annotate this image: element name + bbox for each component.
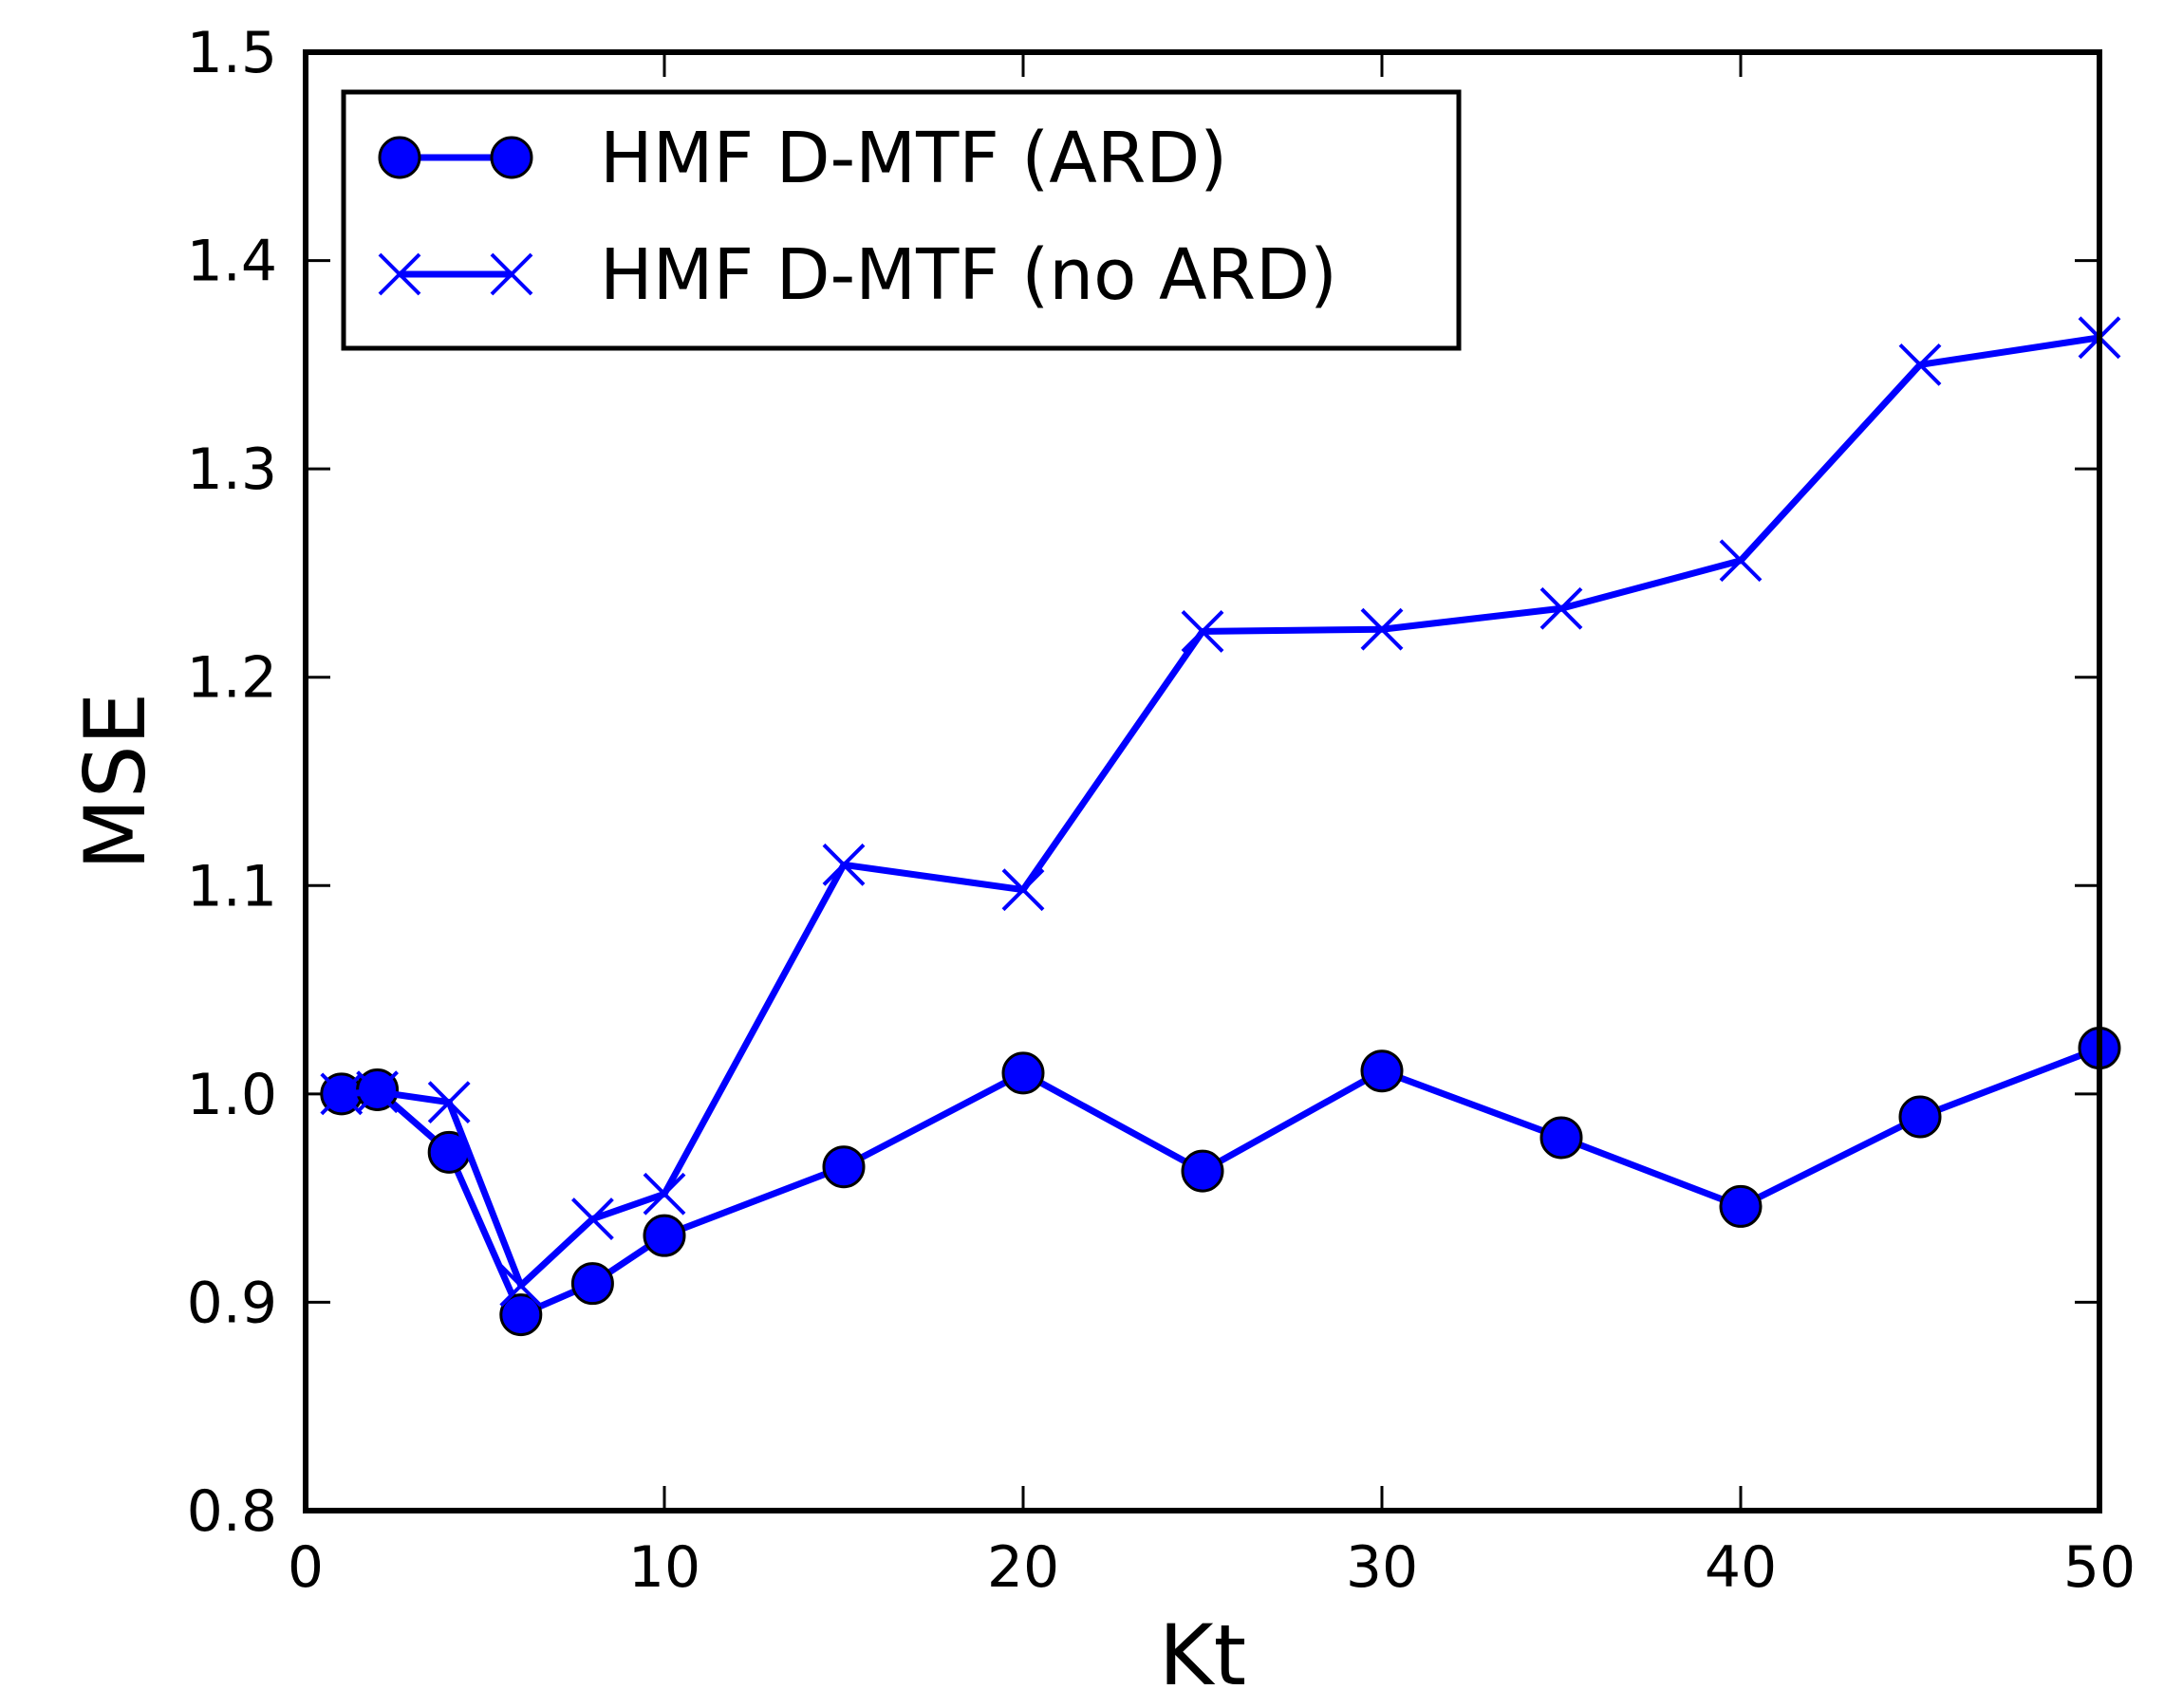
data-point-circle	[643, 1214, 686, 1257]
series-line	[341, 334, 2100, 1290]
legend: HMF D-MTF (ARD) HMF D-MTF (no ARD)	[341, 89, 1462, 351]
data-point-x	[320, 1072, 364, 1116]
legend-marker	[490, 136, 533, 179]
series-0	[320, 1027, 2121, 1337]
y-tick-label: 1.1	[187, 853, 277, 919]
legend-box	[341, 89, 1462, 351]
data-point-x	[643, 1172, 686, 1216]
legend-label: HMF D-MTF (no ARD)	[600, 234, 1337, 316]
data-point-circle	[822, 1145, 866, 1189]
data-point-x	[1539, 586, 1583, 630]
data-point-x	[1181, 609, 1224, 653]
y-tick-label: 0.8	[187, 1478, 277, 1545]
data-point-circle	[1898, 1095, 1942, 1139]
tick-labels: 0 10 20 30 40 50 0.8 0.9 1.0 1.1 1.2 1.3 1.4 1.5	[187, 20, 2136, 1601]
x-tick-label: 30	[1346, 1534, 1418, 1601]
plot-frame	[303, 49, 2102, 1513]
legend-entry: HMF D-MTF (no ARD)	[378, 234, 1337, 316]
x-tick-label: 40	[1705, 1534, 1777, 1601]
data-point-x	[1360, 607, 1404, 651]
data-point-x	[427, 1081, 471, 1124]
legend-marker	[378, 252, 421, 296]
y-axis-title: MSE	[66, 693, 164, 870]
y-tick-label: 1.2	[187, 645, 277, 712]
data-point-x	[1719, 539, 1763, 583]
legend-marker	[378, 136, 421, 179]
legend-entry: HMF D-MTF (ARD)	[378, 118, 1227, 199]
data-point-x	[570, 1197, 614, 1241]
data-point-x	[822, 843, 866, 886]
legend-label: HMF D-MTF (ARD)	[600, 118, 1227, 199]
data-point-circle	[1181, 1149, 1224, 1193]
legend-entries: HMF D-MTF (ARD) HMF D-MTF (no ARD)	[378, 118, 1337, 316]
y-tick-label: 1.5	[187, 20, 277, 86]
x-tick-label: 0	[288, 1534, 324, 1601]
series-line	[341, 1045, 2101, 1319]
x-tick-label: 20	[987, 1534, 1059, 1601]
data-point-circle	[1001, 1051, 1045, 1095]
y-tick-label: 0.9	[187, 1270, 277, 1336]
legend-marker	[490, 252, 533, 296]
data-point-circle	[570, 1262, 614, 1306]
x-axis-title: Kt	[1159, 1606, 1246, 1704]
x-tick-label: 50	[2063, 1534, 2136, 1601]
data-point-x	[499, 1264, 543, 1308]
data-point-x	[1898, 343, 1942, 386]
y-tick-label: 1.3	[187, 436, 277, 503]
y-tick-label: 1.0	[187, 1062, 277, 1128]
data-point-circle	[1719, 1184, 1763, 1228]
x-tick-label: 10	[628, 1534, 700, 1601]
series-layer	[320, 316, 2121, 1337]
series-1	[320, 316, 2121, 1308]
data-point-circle	[499, 1293, 543, 1337]
data-point-circle	[1360, 1049, 1404, 1093]
data-point-circle	[1539, 1116, 1583, 1160]
y-tick-label: 1.4	[187, 229, 277, 295]
data-point-x	[1001, 868, 1045, 912]
data-point-x	[356, 1070, 400, 1114]
